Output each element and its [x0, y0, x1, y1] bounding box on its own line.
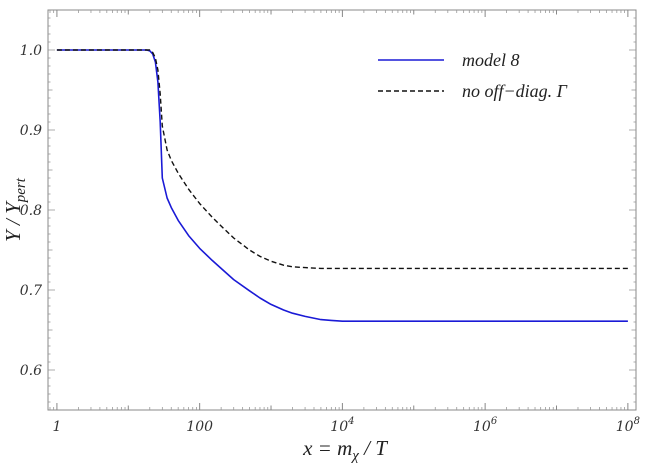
y-tick-label: 0.6: [20, 363, 42, 379]
y-tick-label: 1.0: [20, 43, 42, 59]
x-tick-label: 100: [186, 419, 213, 435]
series-lines: [56, 49, 628, 323]
x-tick-label-base: 1: [52, 419, 61, 435]
y-axis-title-main: Y / Y: [1, 200, 25, 242]
x-tick-label-exponent: 6: [491, 416, 498, 427]
legend: model 8 no off−diag. Γ: [378, 50, 568, 101]
x-axis-title-rest: / T: [359, 436, 388, 460]
y-tick-label: 0.7: [20, 283, 42, 299]
x-tick-label-base: 10: [473, 419, 491, 435]
x-axis-title-main: x = m: [302, 436, 352, 460]
x-tick-label-exponent: 8: [634, 416, 640, 427]
x-tick-label: 1: [52, 419, 61, 435]
x-tick-label-base: 100: [186, 419, 213, 435]
x-tick-label-base: 10: [616, 419, 634, 435]
x-axis-title: x = mχ / T: [302, 436, 388, 464]
y-axis-title: Y / Ypert: [1, 177, 29, 242]
x-tick-label-exponent: 4: [347, 416, 354, 427]
x-tick-label: 108: [616, 416, 640, 435]
y-tick-label: 0.9: [20, 123, 42, 139]
legend-label-no-off-diag: no off−diag. Γ: [462, 81, 568, 101]
x-tick-label-base: 10: [330, 419, 348, 435]
x-tick-label: 106: [473, 416, 498, 435]
y-tick-label: 0.8: [20, 203, 42, 219]
series-line-1: [56, 49, 628, 270]
x-axis-title-sub: χ: [350, 448, 359, 464]
series-line-0: [56, 49, 628, 323]
plot-frame: [47, 9, 637, 411]
legend-label-model-8: model 8: [462, 50, 520, 70]
x-tick-label: 104: [330, 416, 354, 435]
y-axis-title-sub: pert: [13, 177, 29, 203]
